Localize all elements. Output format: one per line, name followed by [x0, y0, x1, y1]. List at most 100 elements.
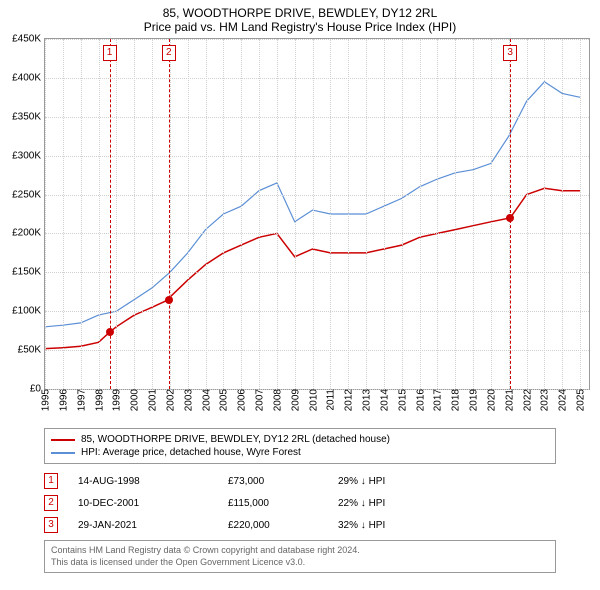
gridline-v — [473, 39, 474, 389]
sale-marker-box: 3 — [503, 45, 517, 61]
x-axis-label: 2000 — [128, 389, 141, 411]
x-axis-label: 2010 — [306, 389, 319, 411]
x-axis-label: 1999 — [110, 389, 123, 411]
footer-line-2: This data is licensed under the Open Gov… — [51, 557, 549, 569]
x-axis-label: 1995 — [39, 389, 52, 411]
gridline-h — [45, 350, 589, 351]
x-axis-label: 1996 — [56, 389, 69, 411]
gridline-v — [402, 39, 403, 389]
x-axis-label: 2012 — [342, 389, 355, 411]
x-axis-label: 2008 — [270, 389, 283, 411]
x-axis-label: 2015 — [395, 389, 408, 411]
gridline-h — [45, 78, 589, 79]
legend-swatch — [51, 439, 75, 441]
gridline-v — [313, 39, 314, 389]
gridline-v — [437, 39, 438, 389]
legend-swatch — [51, 452, 75, 454]
sales-diff-vs-hpi: 29% ↓ HPI — [338, 476, 438, 487]
chart-legend: 85, WOODTHORPE DRIVE, BEWDLEY, DY12 2RL … — [44, 428, 556, 464]
sales-price: £220,000 — [228, 520, 338, 531]
sale-marker-line — [169, 39, 170, 389]
gridline-h — [45, 233, 589, 234]
legend-label: 85, WOODTHORPE DRIVE, BEWDLEY, DY12 2RL … — [81, 434, 390, 445]
x-axis-label: 2018 — [449, 389, 462, 411]
chart-subtitle: Price paid vs. HM Land Registry's House … — [0, 20, 600, 38]
x-axis-label: 2003 — [181, 389, 194, 411]
x-axis-label: 2013 — [360, 389, 373, 411]
x-axis-label: 2005 — [217, 389, 230, 411]
gridline-v — [259, 39, 260, 389]
gridline-v — [384, 39, 385, 389]
legend-label: HPI: Average price, detached house, Wyre… — [81, 447, 301, 458]
legend-item: 85, WOODTHORPE DRIVE, BEWDLEY, DY12 2RL … — [51, 433, 549, 446]
gridline-v — [366, 39, 367, 389]
sales-table: 114-AUG-1998£73,00029% ↓ HPI210-DEC-2001… — [44, 470, 556, 536]
gridline-v — [562, 39, 563, 389]
gridline-v — [134, 39, 135, 389]
sale-marker-line — [110, 39, 111, 389]
y-axis-label: £200K — [12, 228, 45, 239]
sales-marker: 3 — [44, 517, 58, 533]
sale-marker-dot — [506, 214, 514, 222]
y-axis-label: £400K — [12, 72, 45, 83]
gridline-v — [491, 39, 492, 389]
y-axis-label: £450K — [12, 34, 45, 45]
x-axis-label: 2017 — [431, 389, 444, 411]
x-axis-label: 2007 — [253, 389, 266, 411]
x-axis-label: 2011 — [324, 389, 337, 411]
sales-price: £73,000 — [228, 476, 338, 487]
gridline-v — [152, 39, 153, 389]
gridline-v — [527, 39, 528, 389]
x-axis-label: 2002 — [163, 389, 176, 411]
x-axis-label: 2001 — [146, 389, 159, 411]
legend-item: HPI: Average price, detached house, Wyre… — [51, 446, 549, 459]
x-axis-label: 1997 — [74, 389, 87, 411]
sale-marker-dot — [165, 296, 173, 304]
gridline-v — [348, 39, 349, 389]
sales-diff-vs-hpi: 22% ↓ HPI — [338, 498, 438, 509]
x-axis-label: 2004 — [199, 389, 212, 411]
sales-diff-vs-hpi: 32% ↓ HPI — [338, 520, 438, 531]
gridline-v — [223, 39, 224, 389]
x-axis-label: 2025 — [574, 389, 587, 411]
data-attribution: Contains HM Land Registry data © Crown c… — [44, 540, 556, 573]
gridline-h — [45, 272, 589, 273]
sales-date: 14-AUG-1998 — [78, 476, 228, 487]
sales-price: £115,000 — [228, 498, 338, 509]
x-axis-label: 2016 — [413, 389, 426, 411]
gridline-h — [45, 311, 589, 312]
gridline-v — [45, 39, 46, 389]
footer-line-1: Contains HM Land Registry data © Crown c… — [51, 545, 549, 557]
gridline-v — [295, 39, 296, 389]
gridline-v — [544, 39, 545, 389]
y-axis-label: £300K — [12, 150, 45, 161]
sales-marker: 2 — [44, 495, 58, 511]
gridline-v — [81, 39, 82, 389]
y-axis-label: £250K — [12, 189, 45, 200]
gridline-v — [188, 39, 189, 389]
x-axis-label: 2014 — [377, 389, 390, 411]
gridline-v — [116, 39, 117, 389]
x-axis-label: 2009 — [288, 389, 301, 411]
x-axis-label: 2019 — [467, 389, 480, 411]
sales-row: 3 29-JAN-2021£220,00032% ↓ HPI — [44, 514, 556, 536]
y-axis-label: £50K — [18, 345, 45, 356]
x-axis-label: 2021 — [502, 389, 515, 411]
sales-row: 114-AUG-1998£73,00029% ↓ HPI — [44, 470, 556, 492]
gridline-v — [170, 39, 171, 389]
gridline-v — [206, 39, 207, 389]
gridline-v — [580, 39, 581, 389]
chart-plot-area: £0£50K£100K£150K£200K£250K£300K£350K£400… — [44, 38, 590, 390]
x-axis-label: 2020 — [484, 389, 497, 411]
x-axis-label: 2024 — [556, 389, 569, 411]
sale-marker-box: 1 — [103, 45, 117, 61]
x-axis-label: 2023 — [538, 389, 551, 411]
x-axis-label: 1998 — [92, 389, 105, 411]
y-axis-label: £350K — [12, 111, 45, 122]
gridline-v — [99, 39, 100, 389]
gridline-v — [420, 39, 421, 389]
chart-title: 85, WOODTHORPE DRIVE, BEWDLEY, DY12 2RL — [0, 0, 600, 20]
gridline-h — [45, 39, 589, 40]
gridline-v — [455, 39, 456, 389]
sales-date: 29-JAN-2021 — [78, 520, 228, 531]
